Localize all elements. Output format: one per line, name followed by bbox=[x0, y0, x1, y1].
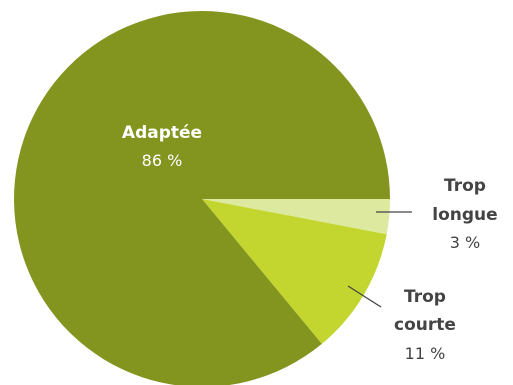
leader-line-trop-courte bbox=[347, 285, 382, 308]
slice-value-adaptee: 86 % bbox=[142, 151, 183, 170]
slice-value-trop-longue: 3 % bbox=[450, 233, 480, 252]
pie-slice-adaptee bbox=[14, 11, 390, 385]
pie-slice-trop-courte bbox=[202, 199, 387, 344]
slice-label-trop-courte-line1: Trop bbox=[404, 287, 446, 307]
pie-slices bbox=[14, 11, 390, 385]
slice-label-adaptee: Adaptée bbox=[122, 123, 202, 143]
slice-label-trop-longue-line2: longue bbox=[432, 205, 497, 225]
slice-label-trop-courte-line2: courte bbox=[394, 315, 456, 335]
slice-label-trop-longue-line1: Trop bbox=[444, 176, 486, 196]
slice-value-trop-courte: 11 % bbox=[405, 344, 446, 363]
pie-slice-trop-longue bbox=[202, 199, 390, 235]
